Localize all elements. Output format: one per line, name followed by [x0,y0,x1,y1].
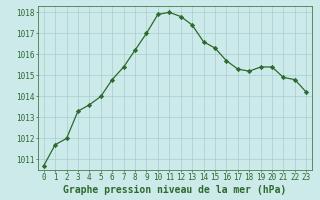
X-axis label: Graphe pression niveau de la mer (hPa): Graphe pression niveau de la mer (hPa) [63,185,287,195]
